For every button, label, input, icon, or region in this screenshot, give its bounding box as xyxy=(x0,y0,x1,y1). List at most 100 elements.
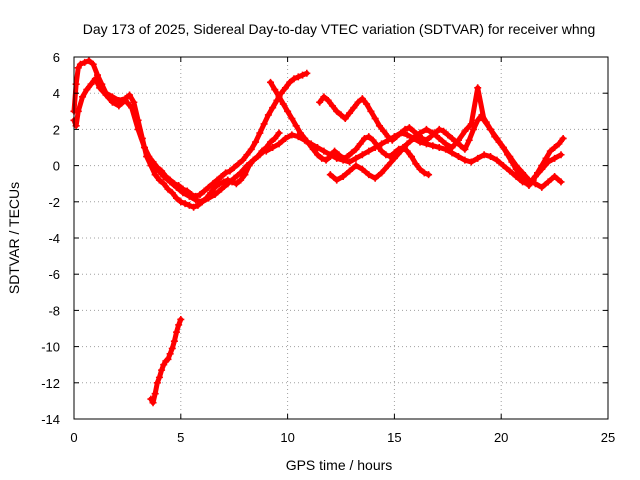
data-point xyxy=(512,162,520,170)
data-point xyxy=(256,129,264,137)
data-point xyxy=(177,198,185,206)
data-point xyxy=(91,75,99,83)
data-point xyxy=(551,144,559,151)
data-point xyxy=(121,96,129,104)
data-point xyxy=(284,107,292,115)
data-point xyxy=(384,162,392,170)
data-point xyxy=(205,194,213,202)
data-point xyxy=(173,328,181,336)
data-point xyxy=(74,107,82,115)
data-point xyxy=(384,133,392,141)
axis-ticks: 0 5 10 15 20 25 -14 -12 -10 -8 -6 -4 -2 0 2 4 6 xyxy=(41,50,615,445)
data-point xyxy=(155,373,163,381)
data-point xyxy=(346,109,354,117)
data-point xyxy=(418,134,426,142)
data-point xyxy=(168,189,176,197)
data-point xyxy=(243,162,251,170)
data-point xyxy=(158,366,166,374)
data-point xyxy=(448,144,456,151)
data-point xyxy=(185,201,193,209)
data-point xyxy=(401,125,409,133)
data-point xyxy=(403,131,411,139)
data-point xyxy=(243,151,251,159)
data-point xyxy=(365,171,373,179)
data-point xyxy=(435,134,443,142)
data-point xyxy=(467,158,475,166)
y-tick-label: -4 xyxy=(48,231,60,246)
data-point xyxy=(397,129,405,137)
data-point xyxy=(166,176,174,184)
data-point xyxy=(422,125,430,133)
y-tick-label: -12 xyxy=(41,376,60,391)
data-point xyxy=(360,134,368,142)
data-point xyxy=(314,144,322,151)
data-point xyxy=(318,154,326,162)
data-point xyxy=(358,165,366,173)
data-point xyxy=(440,127,448,135)
data-point xyxy=(499,144,507,151)
data-point xyxy=(371,144,379,151)
data-point xyxy=(209,180,217,188)
data-point xyxy=(542,154,550,162)
data-point xyxy=(290,75,298,83)
data-point xyxy=(356,140,364,148)
data-point xyxy=(151,390,159,398)
data-point xyxy=(211,191,219,199)
data-point xyxy=(461,127,469,135)
data-point xyxy=(493,134,501,142)
data-point xyxy=(286,78,294,86)
data-point xyxy=(538,183,546,191)
data-point xyxy=(416,129,424,137)
data-point xyxy=(525,176,533,184)
data-point xyxy=(237,176,245,184)
data-point xyxy=(149,158,157,166)
grid xyxy=(74,57,608,419)
data-point xyxy=(301,136,309,144)
data-point xyxy=(196,191,204,199)
data-point xyxy=(320,93,328,101)
data-point xyxy=(393,133,401,141)
data-point xyxy=(442,140,450,148)
series-trace xyxy=(141,70,310,199)
data-point xyxy=(222,169,230,177)
chart-title: Day 173 of 2025, Sidereal Day-to-day VTE… xyxy=(83,21,596,37)
data-point xyxy=(467,120,475,128)
data-point xyxy=(241,171,249,179)
data-point xyxy=(81,58,89,66)
data-point xyxy=(339,156,347,164)
data-point xyxy=(333,176,341,184)
data-point xyxy=(346,167,354,175)
data-point xyxy=(420,169,428,177)
data-point xyxy=(294,133,302,141)
data-point xyxy=(534,169,542,177)
data-point xyxy=(147,395,155,403)
data-point xyxy=(555,140,563,148)
data-point xyxy=(358,95,366,103)
data-point xyxy=(234,160,242,168)
data-point xyxy=(226,167,234,175)
data-point xyxy=(239,156,247,164)
data-point xyxy=(271,134,279,142)
data-point xyxy=(354,98,362,106)
data-point xyxy=(435,125,443,133)
data-point xyxy=(469,125,477,133)
data-point xyxy=(168,344,176,352)
data-point xyxy=(422,136,430,144)
data-point xyxy=(480,151,488,159)
data-point xyxy=(249,156,257,164)
data-point xyxy=(380,127,388,135)
data-point xyxy=(322,156,330,164)
data-point xyxy=(333,107,341,115)
data-point xyxy=(230,174,238,182)
data-point xyxy=(371,174,379,182)
data-point xyxy=(288,115,296,123)
data-point xyxy=(506,153,514,161)
data-point xyxy=(83,86,91,94)
data-point xyxy=(320,147,328,155)
data-point xyxy=(375,122,383,130)
data-point xyxy=(531,180,539,188)
data-point xyxy=(390,154,398,162)
data-point xyxy=(237,169,245,177)
data-point xyxy=(269,144,277,151)
data-point xyxy=(145,153,153,161)
